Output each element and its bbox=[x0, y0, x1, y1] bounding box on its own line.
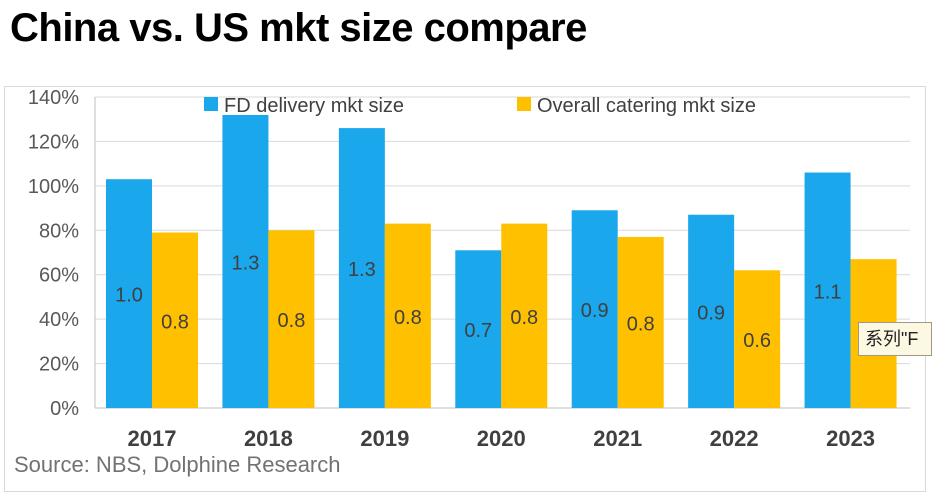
data-label-fd-delivery: 0.9 bbox=[697, 302, 725, 324]
legend-fd-delivery-swatch bbox=[204, 97, 218, 111]
bar-overall-catering bbox=[501, 223, 548, 408]
bar-overall-catering bbox=[268, 230, 315, 408]
bar-fd-delivery bbox=[804, 172, 851, 408]
data-label-overall-catering: 0.8 bbox=[510, 307, 538, 329]
data-label-overall-catering: 0.6 bbox=[743, 330, 771, 352]
data-label-fd-delivery: 1.3 bbox=[232, 253, 260, 275]
y-tick-label: 120% bbox=[28, 131, 79, 153]
y-tick-label: 60% bbox=[39, 265, 79, 287]
bar-fd-delivery bbox=[338, 128, 385, 408]
data-label-fd-delivery: 0.7 bbox=[464, 320, 492, 342]
bar-fd-delivery bbox=[571, 210, 618, 408]
data-label-overall-catering: 0.8 bbox=[161, 311, 189, 333]
x-tick-label: 2018 bbox=[244, 426, 293, 451]
x-tick-label: 2023 bbox=[826, 426, 875, 451]
data-label-fd-delivery: 0.9 bbox=[581, 300, 609, 322]
x-tick-label: 2020 bbox=[477, 426, 526, 451]
bar-overall-catering bbox=[734, 270, 781, 408]
x-tick-label: 2021 bbox=[593, 426, 642, 451]
y-tick-label: 20% bbox=[39, 354, 79, 376]
data-label-overall-catering: 0.8 bbox=[627, 313, 655, 335]
chart-title: China vs. US mkt size compare bbox=[10, 6, 587, 50]
legend-fd-delivery-label: FD delivery mkt size bbox=[224, 95, 404, 117]
chart-frame bbox=[4, 86, 926, 492]
y-tick-label: 80% bbox=[39, 220, 79, 242]
series-tooltip: 系列"F bbox=[858, 322, 932, 356]
y-tick-label: 100% bbox=[28, 176, 79, 198]
data-label-fd-delivery: 1.1 bbox=[814, 281, 842, 303]
bar-overall-catering bbox=[152, 232, 198, 408]
y-tick-label: 0% bbox=[50, 398, 79, 420]
data-label-overall-catering: 0.8 bbox=[394, 307, 422, 329]
bar-overall-catering bbox=[384, 223, 431, 408]
legend-overall-catering-swatch bbox=[517, 97, 531, 111]
bar-fd-delivery bbox=[688, 214, 735, 408]
source-note: Source: NBS, Dolphine Research bbox=[14, 452, 341, 477]
data-label-fd-delivery: 1.3 bbox=[348, 259, 376, 281]
bar-fd-delivery bbox=[106, 179, 152, 408]
bar-fd-delivery bbox=[455, 250, 502, 408]
data-label-overall-catering: 0.8 bbox=[278, 310, 306, 332]
y-tick-label: 40% bbox=[39, 309, 79, 331]
bar-fd-delivery bbox=[222, 115, 269, 408]
x-tick-label: 2022 bbox=[710, 426, 759, 451]
y-tick-label: 140% bbox=[28, 87, 79, 109]
legend-overall-catering-label: Overall catering mkt size bbox=[537, 95, 756, 117]
bar-overall-catering bbox=[617, 236, 664, 408]
x-tick-label: 2019 bbox=[360, 426, 409, 451]
x-tick-label: 2017 bbox=[128, 426, 177, 451]
data-label-fd-delivery: 1.0 bbox=[115, 285, 143, 307]
